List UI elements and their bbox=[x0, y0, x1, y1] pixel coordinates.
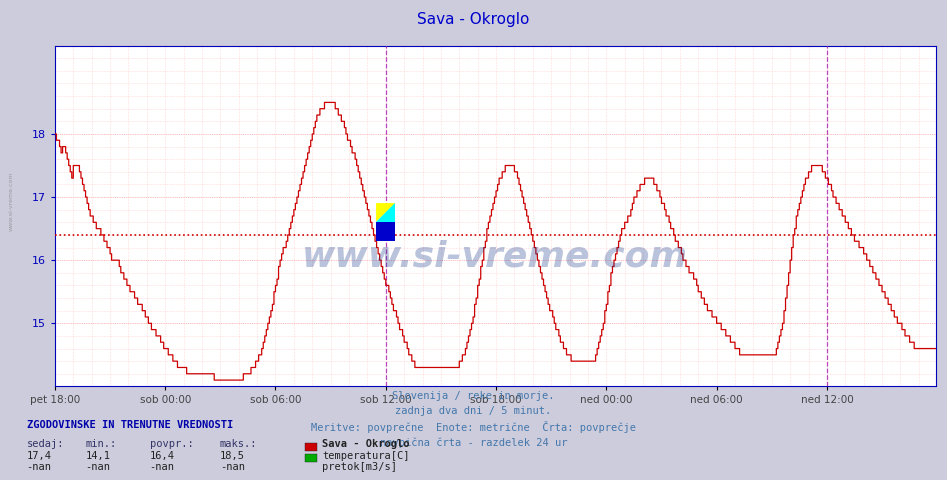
Text: pretok[m3/s]: pretok[m3/s] bbox=[322, 462, 397, 472]
Text: povpr.:: povpr.: bbox=[150, 439, 193, 449]
Text: -nan: -nan bbox=[220, 462, 244, 472]
Text: 17,4: 17,4 bbox=[27, 451, 51, 461]
Text: ZGODOVINSKE IN TRENUTNE VREDNOSTI: ZGODOVINSKE IN TRENUTNE VREDNOSTI bbox=[27, 420, 233, 430]
Text: temperatura[C]: temperatura[C] bbox=[322, 451, 409, 461]
Polygon shape bbox=[376, 203, 396, 222]
Text: 16,4: 16,4 bbox=[150, 451, 174, 461]
Text: Sava - Okroglo: Sava - Okroglo bbox=[322, 439, 409, 449]
Text: sedaj:: sedaj: bbox=[27, 439, 64, 449]
Text: maks.:: maks.: bbox=[220, 439, 258, 449]
Text: Slovenija / reke in morje.
zadnja dva dni / 5 minut.
Meritve: povprečne  Enote: : Slovenija / reke in morje. zadnja dva dn… bbox=[311, 391, 636, 448]
Text: 14,1: 14,1 bbox=[85, 451, 110, 461]
FancyBboxPatch shape bbox=[376, 222, 396, 240]
Text: www.si-vreme.com: www.si-vreme.com bbox=[9, 172, 14, 231]
Text: -nan: -nan bbox=[150, 462, 174, 472]
Text: www.si-vreme.com: www.si-vreme.com bbox=[302, 240, 688, 274]
Polygon shape bbox=[376, 203, 396, 222]
Text: Sava - Okroglo: Sava - Okroglo bbox=[418, 12, 529, 27]
Text: -nan: -nan bbox=[27, 462, 51, 472]
Text: min.:: min.: bbox=[85, 439, 116, 449]
Text: -nan: -nan bbox=[85, 462, 110, 472]
Text: 18,5: 18,5 bbox=[220, 451, 244, 461]
